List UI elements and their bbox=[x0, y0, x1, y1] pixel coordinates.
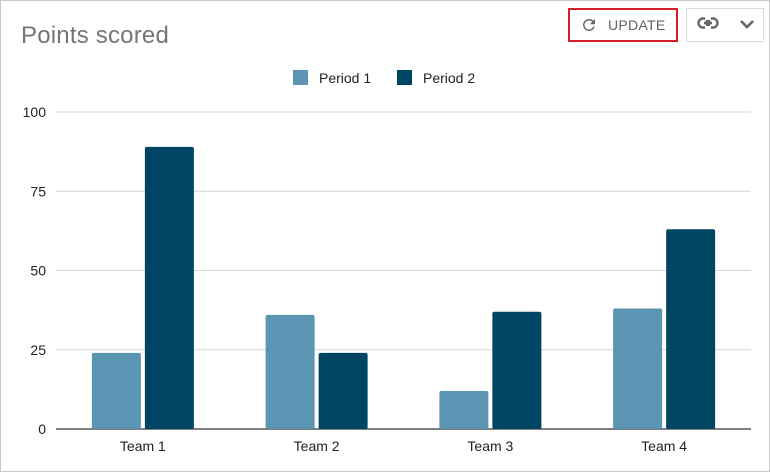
y-tick-label: 50 bbox=[30, 263, 46, 279]
bar-period-2-team-2[interactable] bbox=[318, 352, 368, 429]
legend-swatch bbox=[397, 70, 412, 85]
bar-period-2-team-1[interactable] bbox=[144, 146, 194, 429]
legend-label: Period 1 bbox=[319, 70, 371, 86]
legend-swatch bbox=[293, 70, 308, 85]
y-tick-label: 0 bbox=[38, 421, 46, 437]
x-tick-label: Team 3 bbox=[467, 438, 513, 454]
legend-item[interactable]: Period 1 bbox=[293, 70, 371, 86]
bar-period-1-team-3[interactable] bbox=[439, 390, 489, 429]
bar-period-1-team-1[interactable] bbox=[91, 352, 141, 429]
x-tick-label: Team 2 bbox=[294, 438, 340, 454]
update-button[interactable]: UPDATE bbox=[568, 8, 678, 42]
legend-label: Period 2 bbox=[423, 70, 475, 86]
x-axis-ticks: Team 1 Team 2 Team 3 Team 4 bbox=[120, 438, 687, 454]
link-options-button[interactable] bbox=[686, 8, 764, 42]
link-icon[interactable] bbox=[697, 16, 719, 34]
x-tick-label: Team 1 bbox=[120, 438, 166, 454]
bar-period-2-team-4[interactable] bbox=[666, 229, 716, 429]
bar-period-1-team-2[interactable] bbox=[265, 314, 315, 429]
bars bbox=[91, 146, 716, 429]
legend[interactable]: Period 1 Period 2 bbox=[293, 70, 475, 86]
x-tick-label: Team 4 bbox=[641, 438, 687, 454]
chevron-down-icon[interactable] bbox=[739, 16, 755, 34]
y-tick-label: 25 bbox=[30, 342, 46, 358]
update-button-label: UPDATE bbox=[608, 17, 666, 33]
y-axis-ticks: 0 25 50 75 100 bbox=[23, 104, 47, 437]
chart-title: Points scored bbox=[21, 22, 170, 49]
refresh-icon bbox=[580, 16, 598, 34]
y-tick-label: 100 bbox=[23, 104, 47, 120]
bar-period-2-team-3[interactable] bbox=[492, 311, 542, 429]
legend-item[interactable]: Period 2 bbox=[397, 70, 475, 86]
y-tick-label: 75 bbox=[30, 183, 46, 199]
bar-period-1-team-4[interactable] bbox=[613, 308, 663, 429]
